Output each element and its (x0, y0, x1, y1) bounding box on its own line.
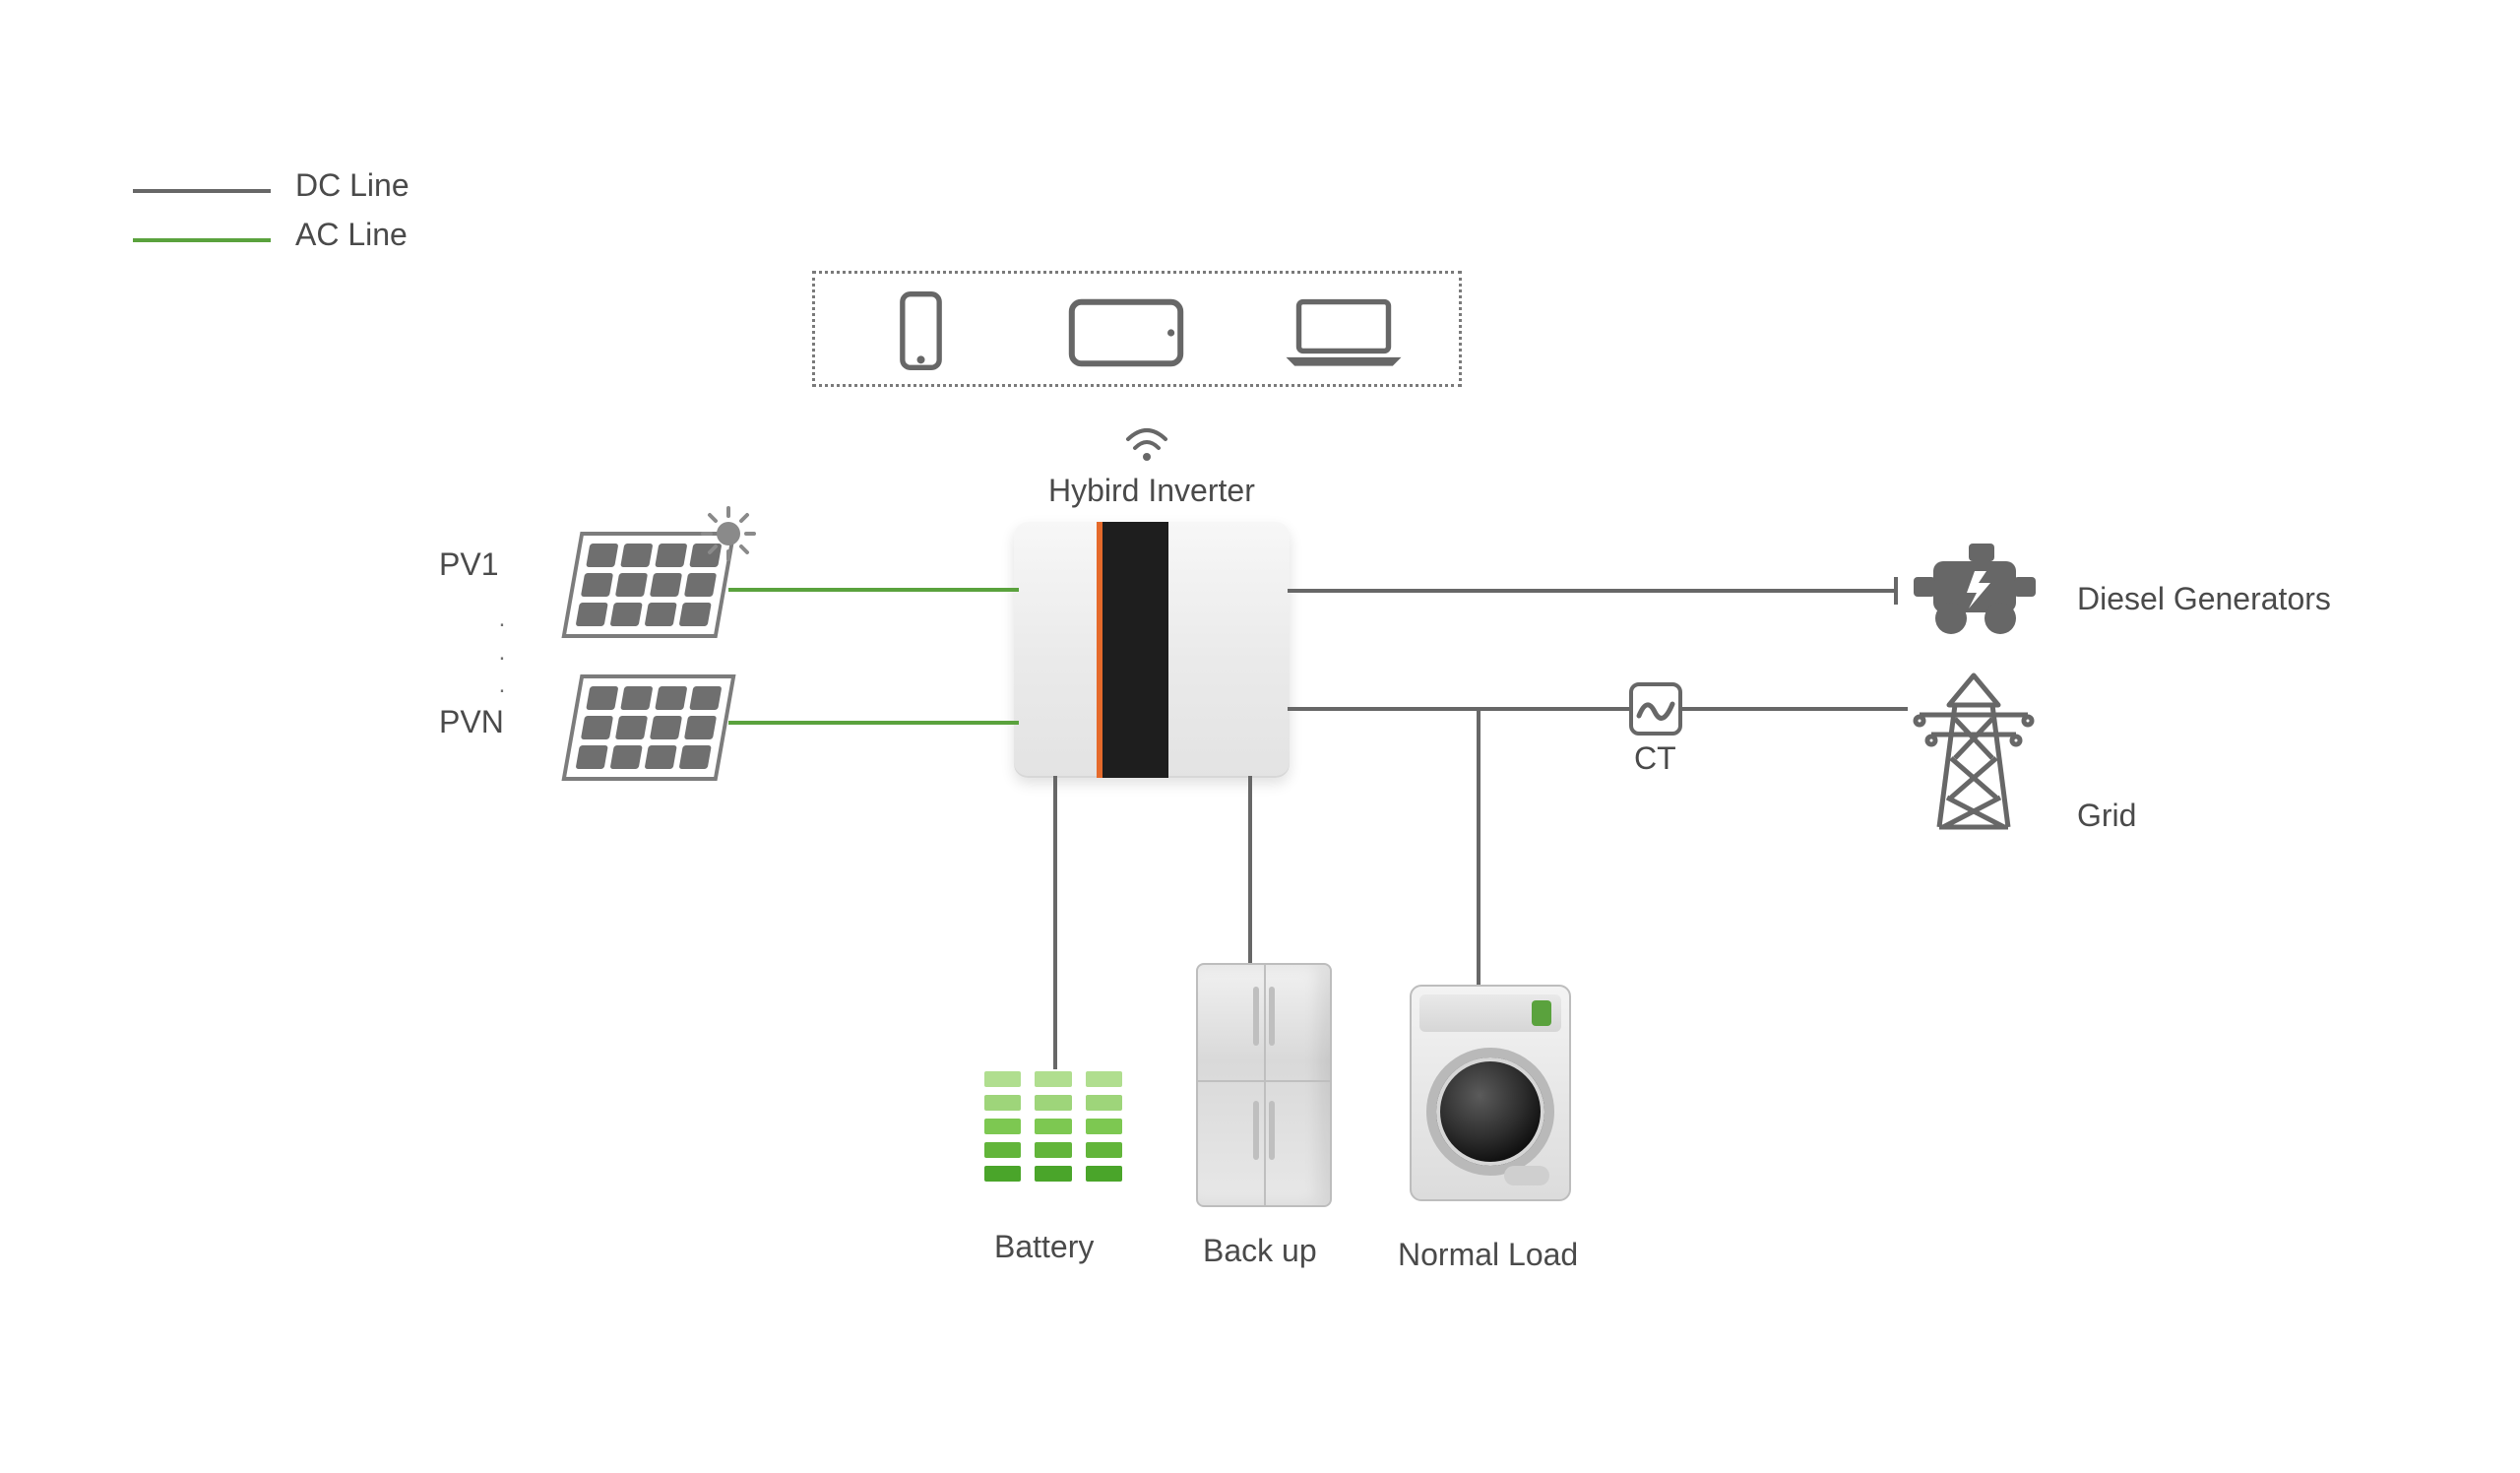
backup-label: Back up (1203, 1233, 1317, 1269)
edge-pv1-inverter (728, 588, 1019, 592)
edge-pvn-inverter (728, 721, 1019, 725)
ct-label: CT (1634, 740, 1676, 777)
battery-icon (984, 1071, 1122, 1182)
smartphone-icon (894, 291, 948, 370)
legend-ac-label: AC Line (295, 217, 408, 253)
washer-icon (1410, 985, 1571, 1201)
edge-inverter-battery (1053, 776, 1057, 1069)
tablet-icon (1067, 295, 1185, 370)
pv-ellipsis: ... (492, 603, 512, 702)
inverter-label: Hybird Inverter (1048, 473, 1255, 509)
ct-meter-icon (1629, 682, 1682, 736)
pv1-label: PV1 (439, 546, 498, 583)
edge-inverter-grid (1288, 707, 1908, 711)
sun-icon (699, 504, 758, 563)
diesel-label: Diesel Generators (2077, 581, 2331, 617)
fridge-icon (1196, 963, 1332, 1207)
edge-diesel-tick (1894, 577, 1898, 605)
battery-label: Battery (994, 1229, 1094, 1265)
legend-dc-line (133, 189, 271, 193)
edge-inverter-diesel (1288, 589, 1898, 593)
grid-tower-icon (1910, 670, 2038, 837)
pvn-label: PVN (439, 704, 504, 740)
edge-inverter-backup (1248, 776, 1252, 968)
laptop-icon (1280, 293, 1408, 372)
grid-label: Grid (2077, 798, 2136, 834)
legend-ac-line (133, 238, 271, 242)
edge-branch-normalload (1477, 707, 1480, 991)
diesel-generator-icon (1910, 532, 2038, 640)
diagram-canvas: DC Line AC Line Hybird Inverter PV1 (0, 0, 2520, 1473)
legend-dc-label: DC Line (295, 167, 410, 204)
inverter-icon (1014, 522, 1290, 778)
normal-load-label: Normal Load (1398, 1237, 1578, 1273)
wifi-icon (1122, 425, 1171, 463)
solar-panel-n-icon (561, 674, 735, 781)
